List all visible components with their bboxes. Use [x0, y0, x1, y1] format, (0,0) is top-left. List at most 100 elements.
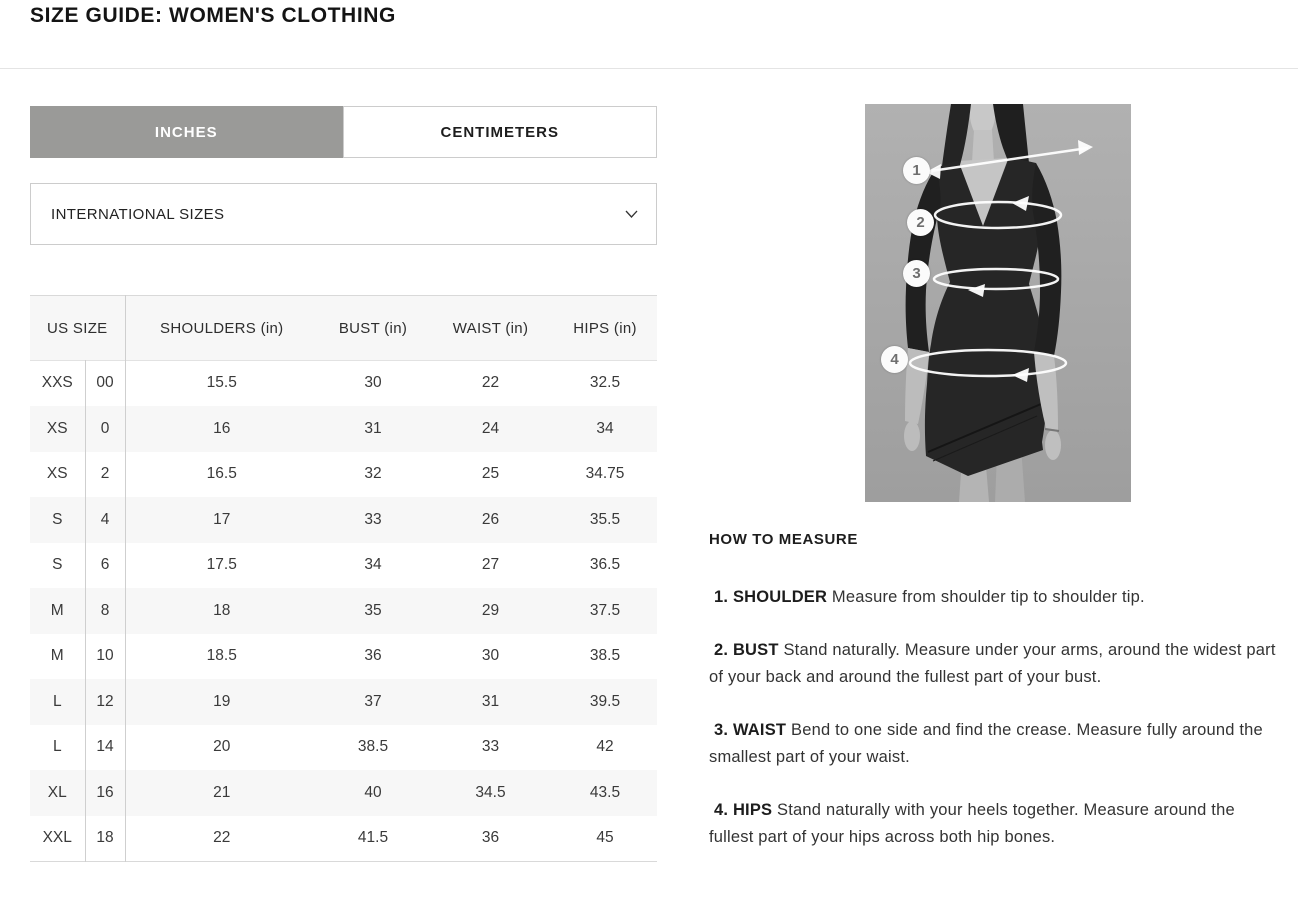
measurement-lines [908, 146, 1089, 378]
size-table-row: XS 2 16.5 32 25 34.75 [30, 451, 657, 497]
col-header-hips: HIPS (in) [573, 319, 637, 337]
measure-instruction-text: Measure from shoulder tip to shoulder ti… [827, 588, 1145, 606]
tab-centimeters[interactable]: CENTIMETERS [342, 106, 657, 158]
cell-waist: 24 [481, 419, 500, 437]
header-divider [0, 68, 1298, 69]
cell-shoulders: 18.5 [206, 647, 237, 665]
measurement-arrowheads [926, 140, 1093, 382]
cell-bust: 30 [364, 374, 382, 392]
cell-bust: 32 [364, 465, 382, 483]
cell-bust: 35 [364, 601, 382, 619]
size-table-header-row: US SIZE SHOULDERS (in) BUST (in) WAIST (… [30, 295, 657, 361]
measurement-figure-image: 1 2 3 4 [865, 104, 1131, 502]
measure-instruction-lead: 4. HIPS [714, 801, 773, 819]
cell-us-number: 12 [85, 679, 126, 725]
cell-us-number: 14 [85, 724, 126, 770]
cell-us-number: 16 [85, 770, 126, 816]
cell-bust: 37 [364, 692, 382, 710]
cell-size-label: M [30, 633, 86, 679]
measure-instruction-text: Stand naturally. Measure under your arms… [709, 641, 1276, 686]
cell-hips: 35.5 [589, 510, 621, 528]
size-table-row: XL 16 21 40 34.5 43.5 [30, 770, 657, 816]
dropdown-label: INTERNATIONAL SIZES [51, 205, 225, 223]
cell-waist: 30 [481, 647, 500, 665]
size-table-row: XS 0 16 31 24 34 [30, 406, 657, 452]
cell-waist: 29 [481, 601, 500, 619]
cell-us-number: 8 [85, 588, 126, 634]
cell-shoulders: 21 [213, 783, 231, 801]
cell-hips: 34.75 [585, 465, 625, 483]
size-table-row: M 8 18 35 29 37.5 [30, 588, 657, 634]
cell-bust: 36 [364, 647, 382, 665]
measure-instruction-text: Stand naturally with your heels together… [709, 801, 1235, 846]
cell-size-label: XXL [30, 815, 86, 861]
measure-instructions: 1. SHOULDER Measure from shoulder tip to… [709, 584, 1276, 851]
unit-tabs: INCHES CENTIMETERS [30, 106, 657, 158]
cell-size-label: L [30, 724, 86, 770]
cell-shoulders: 16.5 [206, 465, 237, 483]
measure-instruction-text: Bend to one side and find the crease. Me… [709, 721, 1263, 766]
cell-shoulders: 17.5 [206, 556, 237, 574]
measure-instruction: 2. BUST Stand naturally. Measure under y… [709, 637, 1276, 691]
size-table-row: S 6 17.5 34 27 36.5 [30, 542, 657, 588]
cell-hips: 42 [596, 738, 614, 756]
size-table-body: XXS 00 15.5 30 22 32.5 XS 0 16 31 24 34 … [30, 360, 657, 861]
cell-waist: 36 [481, 829, 500, 847]
cell-shoulders: 16 [213, 419, 231, 437]
col-header-waist: WAIST (in) [452, 319, 529, 337]
cell-bust: 31 [364, 419, 382, 437]
cell-bust: 40 [364, 783, 382, 801]
international-sizes-dropdown[interactable]: INTERNATIONAL SIZES [30, 183, 657, 245]
cell-size-label: XXS [30, 360, 86, 406]
cell-size-label: XS [30, 406, 86, 452]
size-table: US SIZE SHOULDERS (in) BUST (in) WAIST (… [30, 295, 657, 862]
cell-waist: 34.5 [475, 783, 506, 801]
measure-instruction: 4. HIPS Stand naturally with your heels … [709, 797, 1276, 851]
cell-size-label: XL [30, 770, 86, 816]
size-table-header: US SIZE SHOULDERS (in) BUST (in) WAIST (… [30, 295, 657, 361]
size-table-row: XXS 00 15.5 30 22 32.5 [30, 360, 657, 406]
cell-waist: 33 [481, 738, 500, 756]
size-table-row: XXL 18 22 41.5 36 45 [30, 815, 657, 861]
cell-us-number: 2 [85, 451, 126, 497]
size-guide-left-column: INCHES CENTIMETERS INTERNATIONAL SIZES U… [30, 106, 657, 862]
how-to-measure-title: HOW TO MEASURE [709, 531, 858, 548]
cell-us-number: 18 [85, 815, 126, 861]
cell-bust: 41.5 [357, 829, 389, 847]
cell-size-label: S [30, 542, 86, 588]
model-illustration [865, 104, 1131, 502]
figure-badge-hips: 4 [881, 346, 908, 373]
cell-bust: 33 [364, 510, 382, 528]
col-header-bust: BUST (in) [338, 319, 408, 337]
cell-waist: 25 [481, 465, 500, 483]
cell-shoulders: 22 [213, 829, 231, 847]
cell-hips: 37.5 [589, 601, 621, 619]
cell-shoulders: 15.5 [206, 374, 237, 392]
figure-badge-bust: 2 [907, 209, 934, 236]
cell-size-label: XS [30, 451, 86, 497]
cell-waist: 31 [481, 692, 500, 710]
figure-badge-waist: 3 [903, 260, 930, 287]
size-table-row: L 14 20 38.5 33 42 [30, 724, 657, 770]
col-header-shoulders: SHOULDERS (in) [160, 319, 284, 337]
measure-instruction-lead: 3. WAIST [714, 721, 787, 739]
cell-hips: 43.5 [589, 783, 621, 801]
cell-hips: 34 [596, 419, 614, 437]
size-table-row: M 10 18.5 36 30 38.5 [30, 633, 657, 679]
cell-us-number: 10 [85, 633, 126, 679]
cell-bust: 38.5 [357, 738, 389, 756]
cell-waist: 22 [481, 374, 500, 392]
cell-shoulders: 20 [213, 738, 231, 756]
chevron-down-icon [625, 210, 638, 218]
size-table-row: S 4 17 33 26 35.5 [30, 497, 657, 543]
cell-shoulders: 17 [213, 510, 231, 528]
how-to-measure-section: HOW TO MEASURE 1. SHOULDER Measure from … [709, 531, 1276, 877]
cell-hips: 39.5 [589, 692, 621, 710]
figure-badge-shoulder: 1 [903, 157, 930, 184]
cell-waist: 27 [481, 556, 500, 574]
measure-instruction-lead: 1. SHOULDER [714, 588, 828, 606]
tab-inches[interactable]: INCHES [30, 106, 343, 158]
measure-instruction: 1. SHOULDER Measure from shoulder tip to… [709, 584, 1276, 611]
size-table-row: L 12 19 37 31 39.5 [30, 679, 657, 725]
